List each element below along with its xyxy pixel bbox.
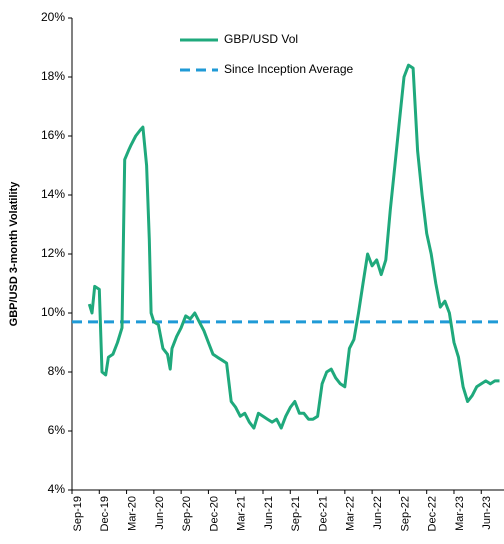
legend-label: GBP/USD Vol	[224, 32, 298, 46]
x-tick-label: Mar-23	[454, 496, 466, 531]
x-tick-label: Jun-23	[481, 496, 493, 530]
x-tick-label: Dec-20	[208, 496, 220, 531]
legend-label: Since Inception Average	[224, 62, 354, 76]
series-line	[87, 63, 500, 430]
y-tick-label: 4%	[48, 482, 66, 496]
x-tick-label: Jun-20	[154, 496, 166, 530]
x-tick-label: Mar-20	[126, 496, 138, 531]
x-tick-label: Mar-21	[236, 496, 248, 531]
y-tick-label: 14%	[41, 187, 65, 201]
x-tick-label: Mar-22	[345, 496, 357, 531]
y-tick-label: 10%	[41, 305, 65, 319]
x-tick-label: Jun-21	[263, 496, 275, 530]
y-tick-label: 12%	[41, 246, 65, 260]
y-tick-label: 6%	[48, 423, 66, 437]
x-tick-label: Dec-19	[99, 496, 111, 531]
x-tick-label: Dec-21	[317, 496, 329, 531]
y-tick-label: 18%	[41, 69, 65, 83]
x-tick-label: Dec-22	[427, 496, 439, 531]
x-tick-label: Sep-19	[72, 496, 84, 531]
x-tick-label: Sep-22	[399, 496, 411, 531]
x-tick-label: Jun-22	[372, 496, 384, 530]
y-axis-label: GBP/USD 3-month Volatility	[8, 181, 20, 327]
y-tick-label: 20%	[41, 10, 65, 24]
y-tick-label: 16%	[41, 128, 65, 142]
x-tick-label: Sep-20	[181, 496, 193, 531]
y-tick-label: 8%	[48, 364, 66, 378]
x-tick-label: Sep-21	[290, 496, 302, 531]
